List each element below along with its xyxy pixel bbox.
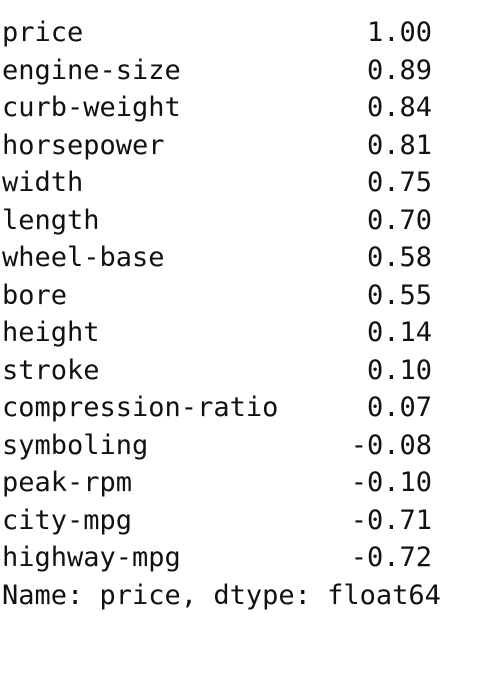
series-row: price 1.00	[2, 14, 476, 52]
row-label: curb-weight	[2, 92, 181, 123]
row-label: city-mpg	[2, 504, 133, 536]
row-value: 0.58	[366, 242, 432, 273]
row-value: 0.75	[366, 167, 432, 198]
row-label: horsepower	[2, 129, 165, 161]
series-row: city-mpg -0.71	[2, 502, 476, 540]
series-row: symboling -0.08	[2, 427, 476, 465]
row-label: wheel-base	[2, 242, 165, 273]
series-row: highway-mpg -0.72	[2, 539, 476, 577]
row-label: width	[2, 167, 84, 198]
row-label: symboling	[2, 429, 149, 461]
series-row: curb-weight 0.84	[2, 89, 476, 127]
series-output: price 1.00 engine-size 0.89 curb-weight …	[2, 14, 476, 614]
row-label: length	[2, 204, 100, 236]
row-label: price	[2, 17, 84, 48]
row-value: 0.10	[366, 354, 432, 386]
row-label: bore	[2, 279, 68, 311]
row-label: engine-size	[2, 54, 181, 86]
row-value: -0.08	[350, 429, 432, 461]
series-row: height 0.14	[2, 314, 476, 352]
row-label: height	[2, 317, 100, 348]
series-row: length 0.70	[2, 202, 476, 240]
series-row: horsepower 0.81	[2, 127, 476, 165]
series-row: wheel-base 0.58	[2, 239, 476, 277]
row-value: -0.71	[350, 504, 432, 536]
series-row: bore 0.55	[2, 277, 476, 315]
row-value: -0.72	[350, 542, 432, 573]
series-footer: Name: price, dtype: float64	[2, 579, 441, 611]
series-row: stroke 0.10	[2, 352, 476, 390]
series-row: peak-rpm -0.10	[2, 464, 476, 502]
series-row: width 0.75	[2, 164, 476, 202]
row-label: highway-mpg	[2, 542, 181, 573]
row-value: 0.07	[366, 392, 432, 423]
row-value: 0.55	[366, 279, 432, 311]
series-row: engine-size 0.89	[2, 52, 476, 90]
row-label: stroke	[2, 354, 100, 386]
row-value: 0.14	[366, 317, 432, 348]
row-value: 0.84	[366, 92, 432, 123]
row-label: compression-ratio	[2, 392, 279, 423]
row-value: 0.70	[366, 204, 432, 236]
row-value: -0.10	[350, 467, 432, 498]
row-value: 0.89	[366, 54, 432, 86]
row-value: 0.81	[366, 129, 432, 161]
series-row: compression-ratio 0.07	[2, 389, 476, 427]
row-value: 1.00	[366, 17, 432, 48]
row-label: peak-rpm	[2, 467, 133, 498]
